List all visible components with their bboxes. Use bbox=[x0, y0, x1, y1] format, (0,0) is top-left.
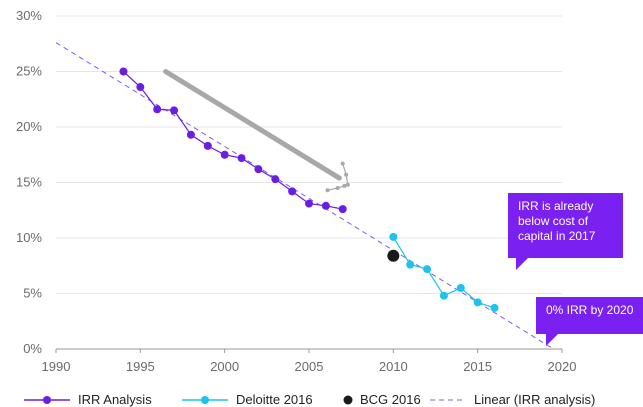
grey-cluster-point bbox=[342, 183, 347, 188]
deloitte-2016-point bbox=[423, 265, 432, 274]
callout-zero-irr-text: 0% IRR by 2020 bbox=[546, 303, 634, 317]
legend-swatch-dot bbox=[201, 396, 209, 404]
grey-trend-layer bbox=[163, 69, 350, 193]
x-tick-label: 1990 bbox=[42, 359, 71, 374]
grey-cluster-point bbox=[325, 188, 330, 193]
bcg-2016-point bbox=[387, 249, 400, 262]
x-axis: 1990 1995 2000 2005 2010 2015 2020 bbox=[42, 349, 577, 374]
y-tick-label: 0% bbox=[23, 341, 42, 356]
y-tick-label: 10% bbox=[16, 230, 42, 245]
callout-cost-of-capital-tail bbox=[516, 258, 528, 270]
grey-cluster-point bbox=[344, 172, 349, 177]
deloitte-2016-point bbox=[490, 303, 499, 312]
irr-analysis-point bbox=[338, 205, 347, 214]
deloitte-2016-point bbox=[439, 291, 448, 300]
deloitte-2016-point bbox=[389, 232, 398, 241]
grid-lines bbox=[56, 15, 562, 350]
irr-analysis-point bbox=[119, 67, 128, 76]
x-tick-label: 2020 bbox=[548, 359, 577, 374]
irr-analysis-point bbox=[153, 105, 162, 114]
irr-analysis-point bbox=[203, 141, 212, 150]
deloitte-2016-point bbox=[406, 260, 415, 269]
callout-zero-irr-tail bbox=[546, 334, 558, 346]
y-tick-label: 30% bbox=[16, 8, 42, 23]
legend-swatch-dot bbox=[43, 396, 51, 404]
legend-label: Linear (IRR analysis) bbox=[474, 392, 595, 407]
legend-label: Deloitte 2016 bbox=[236, 392, 313, 407]
irr-analysis-point bbox=[305, 199, 313, 208]
irr-analysis-point bbox=[254, 165, 263, 174]
legend-item: Linear (IRR analysis) bbox=[430, 392, 595, 407]
grey-cluster-point bbox=[345, 182, 350, 187]
legend-swatch-dot bbox=[343, 395, 353, 405]
y-axis: 0% 5% 10% 15% 20% 25% 30% bbox=[16, 8, 42, 356]
irr-analysis-point bbox=[237, 154, 246, 163]
irr-analysis-point bbox=[271, 175, 280, 184]
linear-trend-line bbox=[55, 42, 554, 350]
irr-analysis-point bbox=[220, 150, 229, 159]
grey-cluster-point bbox=[335, 186, 340, 191]
legend-item: IRR Analysis bbox=[24, 392, 152, 407]
legend-item: BCG 2016 bbox=[343, 392, 421, 407]
irr-analysis-point bbox=[186, 130, 195, 139]
callout-cost-of-capital-text: below cost of bbox=[518, 214, 589, 228]
x-tick-label: 2010 bbox=[379, 359, 408, 374]
irr-analysis-point bbox=[288, 187, 297, 196]
x-tick-label: 2000 bbox=[210, 359, 239, 374]
legend-item: Deloitte 2016 bbox=[182, 392, 313, 407]
x-tick-label: 1995 bbox=[126, 359, 155, 374]
deloitte-2016-point bbox=[456, 283, 465, 292]
x-tick-label: 2005 bbox=[295, 359, 324, 374]
callout-cost-of-capital-text: capital in 2017 bbox=[518, 229, 596, 243]
legend-label: IRR Analysis bbox=[78, 392, 152, 407]
grey-cluster-point bbox=[340, 161, 345, 166]
legend-label: BCG 2016 bbox=[360, 392, 421, 407]
series-layer bbox=[119, 67, 499, 312]
callout-zero-irr-box bbox=[536, 297, 643, 334]
legend: IRR Analysis Deloitte 2016 BCG 2016 Linear … bbox=[24, 392, 595, 407]
x-tick-label: 2015 bbox=[463, 359, 492, 374]
callout-cost-of-capital-box bbox=[508, 193, 623, 258]
y-tick-label: 15% bbox=[16, 175, 42, 190]
grey-trend-line bbox=[163, 69, 342, 181]
irr-analysis-line bbox=[123, 71, 343, 210]
trend-line-layer bbox=[55, 42, 554, 350]
irr-analysis-point bbox=[170, 106, 179, 115]
deloitte-2016-point bbox=[473, 298, 482, 307]
y-tick-label: 25% bbox=[16, 64, 42, 79]
y-tick-label: 5% bbox=[23, 286, 42, 301]
callout-zero-irr: 0% IRR by 2020 bbox=[536, 297, 643, 346]
y-tick-label: 20% bbox=[16, 119, 42, 134]
irr-analysis-point bbox=[321, 201, 330, 210]
callout-cost-of-capital-text: IRR is already bbox=[518, 199, 593, 213]
irr-analysis-point bbox=[136, 83, 145, 92]
